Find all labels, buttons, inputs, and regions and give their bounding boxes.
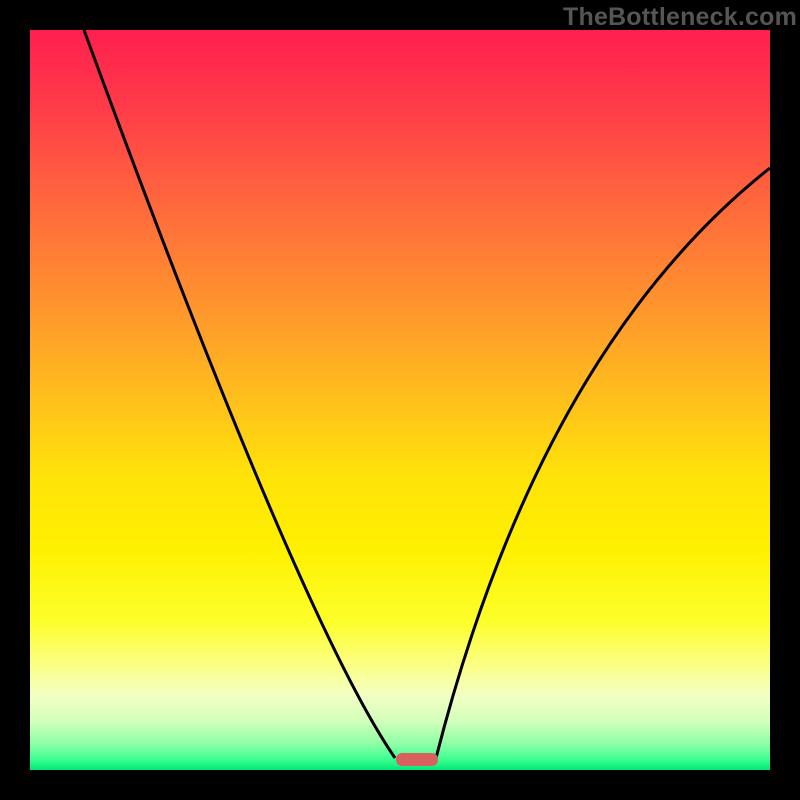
bottleneck-marker <box>396 753 438 766</box>
watermark-text: TheBottleneck.com <box>563 3 797 32</box>
curve-right-branch <box>436 168 770 758</box>
bottleneck-curve <box>0 0 800 800</box>
curve-left-branch <box>84 30 395 758</box>
